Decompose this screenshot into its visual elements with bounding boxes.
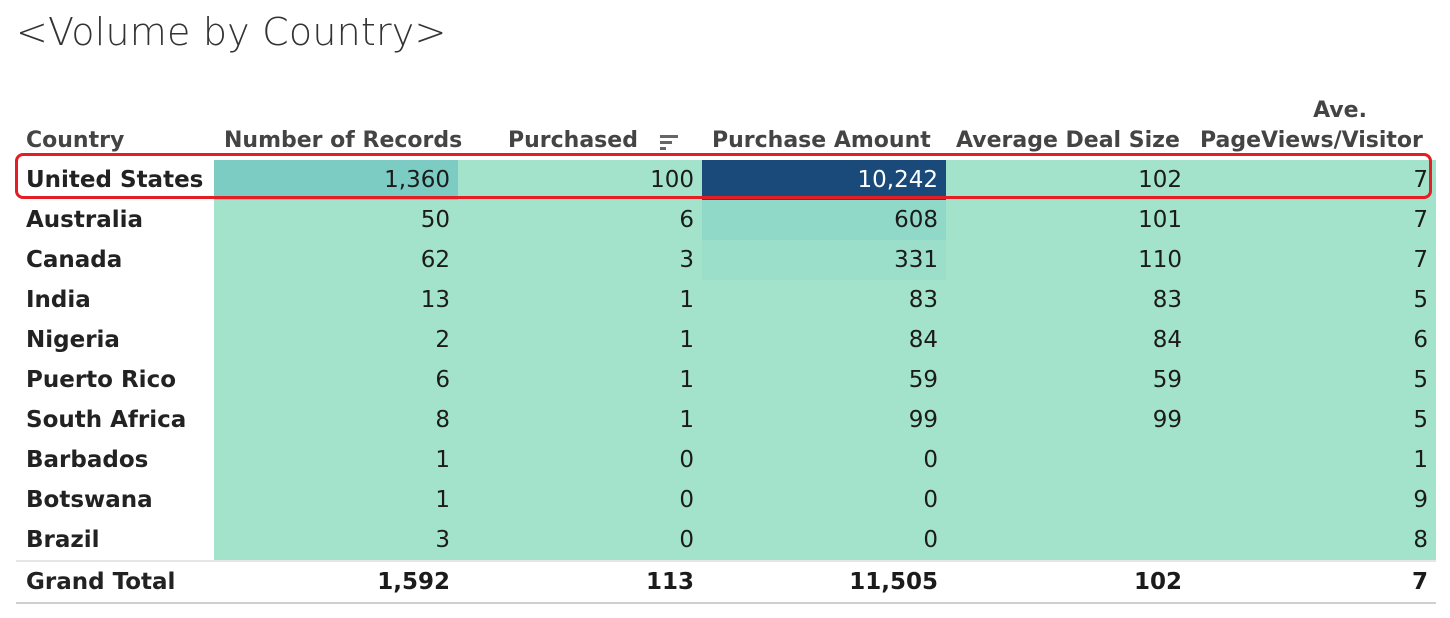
cell-purchased[interactable]: 6 xyxy=(458,200,702,240)
volume-table: Country Number of Records Purchased Purc… xyxy=(16,86,1436,604)
cell-amount[interactable]: 99 xyxy=(702,400,946,440)
cell-records[interactable]: 3 xyxy=(214,520,458,561)
table-row[interactable]: Nigeria 2 1 84 84 6 xyxy=(16,320,1436,360)
table-row[interactable]: Puerto Rico 6 1 59 59 5 xyxy=(16,360,1436,400)
row-country[interactable]: Botswana xyxy=(16,480,214,520)
header-records[interactable]: Number of Records xyxy=(224,128,463,153)
cell-amount[interactable]: 10,242 xyxy=(702,160,946,200)
cell-pageviews[interactable]: 7 xyxy=(1190,200,1436,240)
cell-records[interactable]: 6 xyxy=(214,360,458,400)
cell-records[interactable]: 1,360 xyxy=(214,160,458,200)
cell-amount[interactable]: 0 xyxy=(702,440,946,480)
cell-deal[interactable]: 84 xyxy=(946,320,1190,360)
cell-purchased[interactable]: 1 xyxy=(458,400,702,440)
table-row[interactable]: Canada 62 3 331 110 7 xyxy=(16,240,1436,280)
header-pageviews-line2: PageViews/Visitor xyxy=(1200,128,1423,153)
cell-purchased[interactable]: 3 xyxy=(458,240,702,280)
data-table-container: Country Number of Records Purchased Purc… xyxy=(16,86,1436,604)
cell-amount[interactable]: 0 xyxy=(702,520,946,561)
cell-deal[interactable]: 101 xyxy=(946,200,1190,240)
table-body: United States 1,360 100 10,242 102 7 Australia… xyxy=(16,160,1436,604)
total-deal: 102 xyxy=(946,560,1190,604)
header-pageviews[interactable]: Ave. PageViews/Visitor xyxy=(1190,86,1436,160)
row-country[interactable]: Puerto Rico xyxy=(16,360,214,400)
total-label: Grand Total xyxy=(16,560,214,604)
header-deal[interactable]: Average Deal Size xyxy=(956,128,1180,153)
cell-deal[interactable] xyxy=(946,520,1190,561)
cell-pageviews[interactable]: 6 xyxy=(1190,320,1436,360)
table-row[interactable]: South Africa 8 1 99 99 5 xyxy=(16,400,1436,440)
cell-amount[interactable]: 608 xyxy=(702,200,946,240)
cell-deal[interactable]: 110 xyxy=(946,240,1190,280)
row-country[interactable]: Barbados xyxy=(16,440,214,480)
cell-amount[interactable]: 0 xyxy=(702,480,946,520)
cell-purchased[interactable]: 100 xyxy=(458,160,702,200)
header-purchased[interactable]: Purchased xyxy=(508,128,638,153)
cell-amount[interactable]: 83 xyxy=(702,280,946,320)
cell-purchased[interactable]: 1 xyxy=(458,280,702,320)
table-row[interactable]: India 13 1 83 83 5 xyxy=(16,280,1436,320)
cell-purchased[interactable]: 0 xyxy=(458,440,702,480)
cell-deal[interactable] xyxy=(946,440,1190,480)
cell-pageviews[interactable]: 7 xyxy=(1190,240,1436,280)
table-row[interactable]: Brazil 3 0 0 8 xyxy=(16,520,1436,561)
row-country[interactable]: United States xyxy=(16,160,214,200)
cell-pageviews[interactable]: 9 xyxy=(1190,480,1436,520)
cell-pageviews[interactable]: 8 xyxy=(1190,520,1436,561)
header-pageviews-line1: Ave. xyxy=(1313,98,1367,123)
cell-records[interactable]: 13 xyxy=(214,280,458,320)
cell-pageviews[interactable]: 7 xyxy=(1190,160,1436,200)
table-row[interactable]: United States 1,360 100 10,242 102 7 xyxy=(16,160,1436,200)
table-row[interactable]: Australia 50 6 608 101 7 xyxy=(16,200,1436,240)
cell-records[interactable]: 1 xyxy=(214,480,458,520)
total-amount: 11,505 xyxy=(702,560,946,604)
cell-purchased[interactable]: 0 xyxy=(458,520,702,561)
cell-deal[interactable]: 102 xyxy=(946,160,1190,200)
cell-records[interactable]: 8 xyxy=(214,400,458,440)
page-title: <Volume by Country> xyxy=(16,10,447,54)
header-country[interactable]: Country xyxy=(26,128,125,153)
cell-amount[interactable]: 59 xyxy=(702,360,946,400)
cell-deal[interactable] xyxy=(946,480,1190,520)
cell-records[interactable]: 2 xyxy=(214,320,458,360)
cell-pageviews[interactable]: 5 xyxy=(1190,360,1436,400)
grand-total-row: Grand Total 1,592 113 11,505 102 7 xyxy=(16,560,1436,604)
cell-purchased[interactable]: 0 xyxy=(458,480,702,520)
cell-pageviews[interactable]: 5 xyxy=(1190,280,1436,320)
cell-records[interactable]: 1 xyxy=(214,440,458,480)
cell-deal[interactable]: 83 xyxy=(946,280,1190,320)
cell-purchased[interactable]: 1 xyxy=(458,320,702,360)
row-country[interactable]: Australia xyxy=(16,200,214,240)
header-row: Country Number of Records Purchased Purc… xyxy=(16,86,1436,160)
cell-amount[interactable]: 84 xyxy=(702,320,946,360)
row-country[interactable]: Canada xyxy=(16,240,214,280)
total-records: 1,592 xyxy=(214,560,458,604)
cell-purchased[interactable]: 1 xyxy=(458,360,702,400)
cell-records[interactable]: 50 xyxy=(214,200,458,240)
header-amount[interactable]: Purchase Amount xyxy=(712,128,931,153)
cell-pageviews[interactable]: 5 xyxy=(1190,400,1436,440)
cell-records[interactable]: 62 xyxy=(214,240,458,280)
cell-amount[interactable]: 331 xyxy=(702,240,946,280)
total-purchased: 113 xyxy=(458,560,702,604)
cell-pageviews[interactable]: 1 xyxy=(1190,440,1436,480)
cell-deal[interactable]: 59 xyxy=(946,360,1190,400)
cell-deal[interactable]: 99 xyxy=(946,400,1190,440)
row-country[interactable]: India xyxy=(16,280,214,320)
table-row[interactable]: Barbados 1 0 0 1 xyxy=(16,440,1436,480)
row-country[interactable]: Nigeria xyxy=(16,320,214,360)
total-pageviews: 7 xyxy=(1190,560,1436,604)
sort-descending-icon[interactable] xyxy=(660,134,678,150)
row-country[interactable]: South Africa xyxy=(16,400,214,440)
table-row[interactable]: Botswana 1 0 0 9 xyxy=(16,480,1436,520)
row-country[interactable]: Brazil xyxy=(16,520,214,561)
